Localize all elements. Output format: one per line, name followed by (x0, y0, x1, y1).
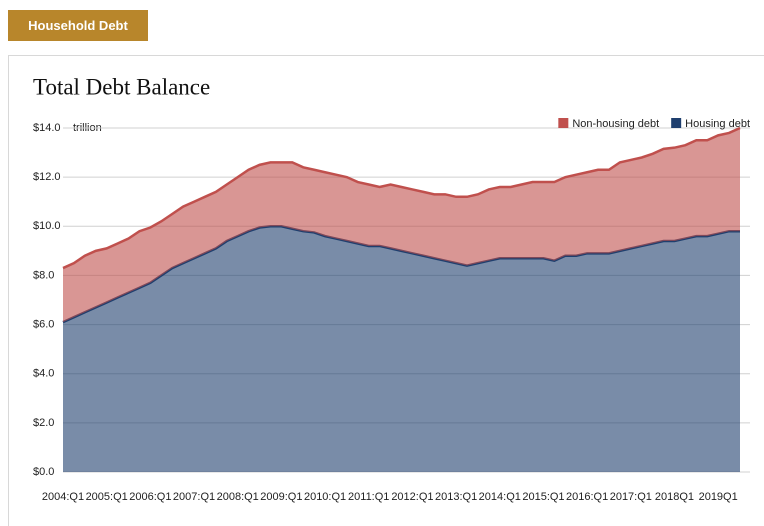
y-tick-label: $10.0 (33, 220, 61, 232)
x-tick-label: 2008:Q1 (217, 491, 259, 503)
y-tick-label: $8.0 (33, 269, 54, 281)
legend-label: Housing debt (685, 118, 750, 130)
y-tick-label: $4.0 (33, 368, 54, 380)
section-tab[interactable]: Household Debt (8, 10, 148, 41)
y-tick-label: $0.0 (33, 466, 54, 478)
y-tick-label: $6.0 (33, 318, 54, 330)
x-tick-label: 2004:Q1 (42, 491, 84, 503)
y-tick-label: $2.0 (33, 417, 54, 429)
y-tick-label: $14.0 (33, 122, 61, 134)
x-tick-label: 2015:Q1 (522, 491, 564, 503)
y-tick-label: $12.0 (33, 171, 61, 183)
chart-panel (8, 55, 764, 526)
x-tick-label: 2014:Q1 (479, 491, 521, 503)
x-tick-label: 2012:Q1 (391, 491, 433, 503)
x-tick-label: 2005:Q1 (86, 491, 128, 503)
x-tick-label: 2009:Q1 (260, 491, 302, 503)
legend-swatch (558, 118, 569, 128)
legend-label: Non-housing debt (572, 118, 659, 130)
x-tick-label: 2019Q1 (699, 491, 738, 503)
area-line (62, 126, 741, 270)
x-tick-label: 2013:Q1 (435, 491, 477, 503)
area (63, 226, 740, 472)
chart-title: Total Debt Balance (33, 74, 210, 99)
x-tick-label: 2018Q1 (655, 491, 694, 503)
x-tick-label: 2006:Q1 (129, 491, 171, 503)
x-tick-label: 2016:Q1 (566, 491, 608, 503)
x-tick-label: 2017:Q1 (610, 491, 652, 503)
x-tick-label: 2007:Q1 (173, 491, 215, 503)
x-tick-label: 2010:Q1 (304, 491, 346, 503)
legend-swatch (671, 118, 682, 128)
x-tick-label: 2011:Q1 (348, 491, 389, 503)
